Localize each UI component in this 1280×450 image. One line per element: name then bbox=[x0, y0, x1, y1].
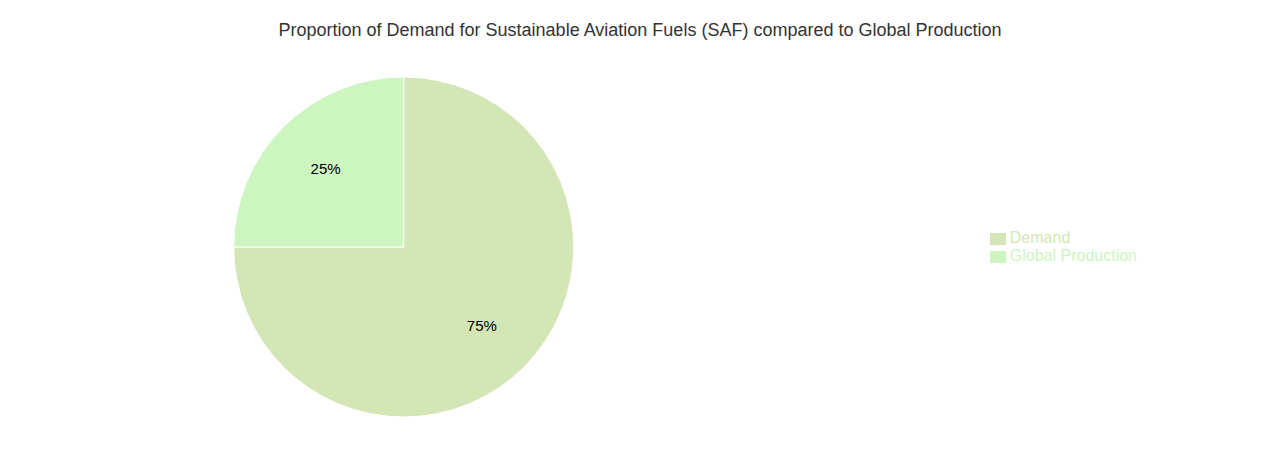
svg-text:25%: 25% bbox=[311, 160, 341, 177]
html-text:Proportion of Demand for Susta: Proportion of Demand for Sustainable Avi… bbox=[278, 20, 1002, 40]
svg-text:75%: 75% bbox=[467, 317, 497, 334]
html-text:Global Production: Global Production bbox=[1009, 247, 1137, 264]
html-text:Demand: Demand bbox=[1009, 229, 1071, 246]
